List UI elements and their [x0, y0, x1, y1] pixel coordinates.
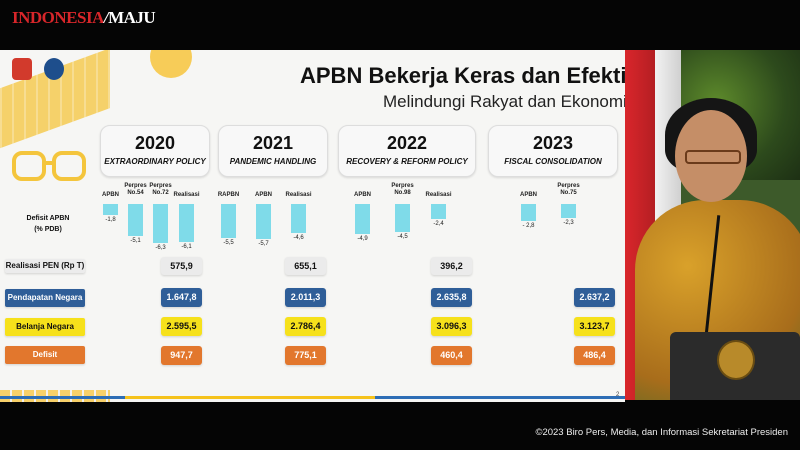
deficit-bar — [431, 204, 446, 219]
broadcast-credit: ©2023 Biro Pers, Media, dan Informasi Se… — [535, 427, 788, 438]
deficit-bar-value: -4,9 — [357, 236, 368, 243]
deficit-column-header: APBN — [519, 192, 537, 198]
deficit-column-header: Realisasi — [285, 192, 312, 198]
deficit-bar — [128, 204, 143, 236]
deficit-column-header: Perpres No.54 — [124, 183, 147, 196]
deficit-bar — [521, 204, 536, 222]
speaker-video-scene — [625, 50, 800, 400]
slide-page-number: 2 — [616, 392, 620, 398]
belanja-2023-value: 3.123,7 — [574, 317, 615, 336]
year-label: 2023 — [532, 133, 574, 153]
pen-2021-value: 655,1 — [285, 257, 326, 275]
indonesia-maju-logo: INDONESIA/MAJU — [12, 8, 156, 28]
pen-2022-value: 396,2 — [431, 257, 472, 275]
glasses-decoration-icon — [12, 151, 86, 181]
deficit-bar — [179, 204, 194, 242]
deficit-bar — [221, 204, 236, 239]
pendapatan-2021-value: 2.011,3 — [285, 288, 326, 307]
deficit-bar — [103, 204, 118, 216]
belanja-2021-value: 2.786,4 — [285, 317, 326, 336]
deficit-bar-value: -2,4 — [433, 220, 444, 227]
deficit-bar — [561, 204, 576, 219]
slide-footer-stripe — [0, 396, 625, 399]
year-card-2020: 2020 EXTRAORDINARY POLICY — [100, 125, 210, 177]
deficit-column-header: APBN — [254, 192, 272, 198]
speaker-glasses-icon — [685, 150, 741, 164]
deficit-bar — [153, 204, 168, 244]
row-label-defisit: Defisit — [5, 346, 85, 364]
defisit-2021-value: 775,1 — [285, 346, 326, 365]
deficit-row-label-line2: (% PDB) — [34, 226, 62, 233]
policy-label: EXTRAORDINARY POLICY — [104, 157, 206, 166]
logo-text-maju: MAJU — [108, 8, 156, 27]
policy-label: FISCAL CONSOLIDATION — [504, 157, 602, 166]
slide-title: APBN Bekerja Keras dan Efektif — [300, 63, 634, 88]
deficit-bar-value: -5,7 — [258, 241, 269, 248]
deficit-column-header: Realisasi — [173, 192, 200, 198]
logo-slash-icon: / — [103, 8, 109, 27]
deficit-bar-value: -6,3 — [155, 245, 166, 252]
garuda-emblem-icon — [12, 58, 32, 80]
deficit-bar-value: -5,5 — [223, 240, 234, 247]
pen-2020-value: 575,9 — [161, 257, 202, 275]
deficit-row-label-line1: Defisit APBN — [26, 215, 70, 222]
pendapatan-2023-value: 2.637,2 — [574, 288, 615, 307]
deficit-bar-value: -4,6 — [293, 234, 304, 241]
deficit-column-header: RAPBN — [217, 192, 240, 198]
deficit-column-header: Perpres No.98 — [391, 183, 414, 196]
row-label-pendapatan: Pendapatan Negara — [5, 289, 85, 307]
year-label: 2021 — [252, 133, 294, 153]
slide-subtitle: Melindungi Rakyat dan Ekonomi — [383, 92, 627, 111]
deficit-bar-value: -2,3 — [563, 220, 574, 227]
deficit-column-header: Perpres No.72 — [149, 183, 172, 196]
deficit-bar-value: -4,5 — [397, 233, 408, 240]
deficit-column-header: APBN — [101, 192, 119, 198]
year-label: 2022 — [386, 133, 428, 153]
presentation-slide — [0, 50, 625, 402]
deficit-bar-value: -1,8 — [105, 217, 116, 224]
deficit-bar — [395, 204, 410, 232]
defisit-2023-value: 486,4 — [574, 346, 615, 365]
year-card-2023: 2023 FISCAL CONSOLIDATION — [488, 125, 618, 177]
policy-label: PANDEMIC HANDLING — [229, 157, 317, 166]
kemenkeu-logo-icon — [44, 58, 64, 80]
row-label-pen: Realisasi PEN (Rp T) — [5, 259, 85, 273]
deficit-bar — [355, 204, 370, 235]
logo-text-indonesia: INDONESIA — [12, 8, 104, 27]
row-label-belanja: Belanja Negara — [5, 318, 85, 336]
deficit-bar-value: - 2,8 — [522, 223, 535, 230]
defisit-2020-value: 947,7 — [161, 346, 202, 365]
pendapatan-2022-value: 2.635,8 — [431, 288, 472, 307]
year-card-2022: 2022 RECOVERY & REFORM POLICY — [338, 125, 476, 177]
policy-label: RECOVERY & REFORM POLICY — [346, 157, 468, 166]
deficit-bar — [291, 204, 306, 233]
deficit-column-header: Perpres No.75 — [557, 183, 580, 196]
garuda-podium-emblem-icon — [717, 340, 755, 380]
belanja-2022-value: 3.096,3 — [431, 317, 472, 336]
deficit-column-header: Realisasi — [425, 192, 452, 198]
deficit-row-label: Defisit APBN (% PDB) — [18, 213, 78, 235]
speaker-head — [675, 110, 747, 202]
belanja-2020-value: 2.595,5 — [161, 317, 202, 336]
deficit-bar — [256, 204, 271, 240]
deficit-bar-value: -5,1 — [130, 237, 141, 244]
deficit-bar-value: -6,1 — [181, 243, 192, 250]
year-label: 2020 — [134, 133, 176, 153]
defisit-2022-value: 460,4 — [431, 346, 472, 365]
pendapatan-2020-value: 1.647,8 — [161, 288, 202, 307]
year-card-2021: 2021 PANDEMIC HANDLING — [218, 125, 328, 177]
deficit-column-header: APBN — [353, 192, 371, 198]
